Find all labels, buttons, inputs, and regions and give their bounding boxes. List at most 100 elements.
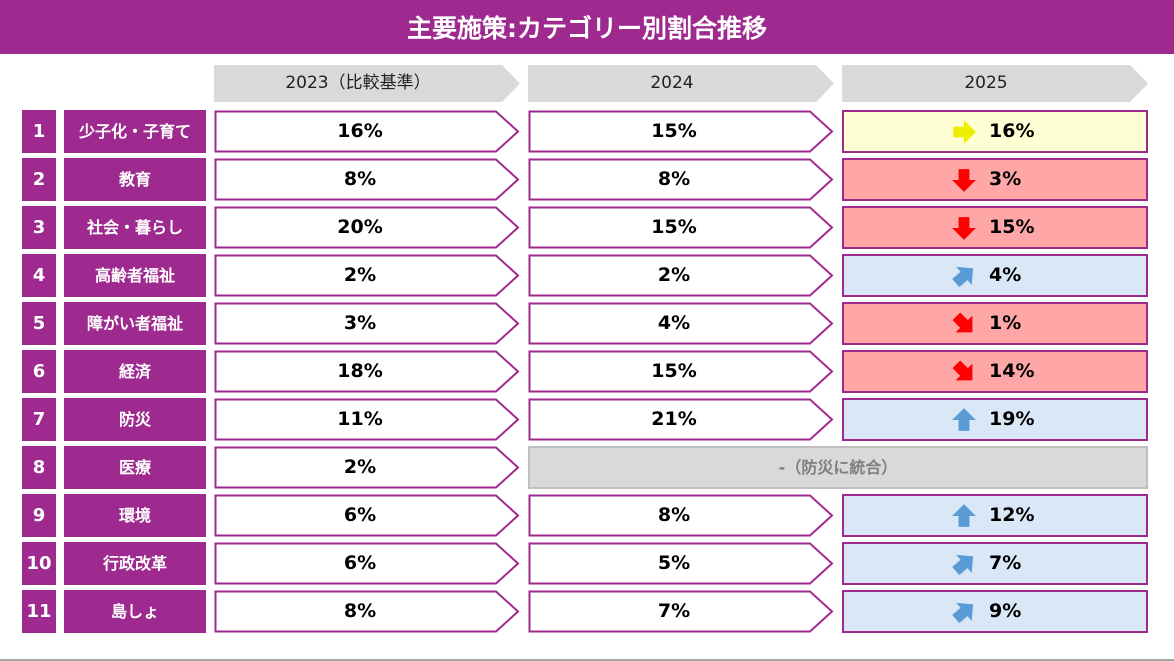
trend-arrow-up-right-icon bbox=[952, 266, 974, 287]
value-text: 12% bbox=[989, 504, 1035, 527]
row-number: 4 bbox=[22, 254, 56, 297]
row-number: 2 bbox=[22, 158, 56, 201]
trend-arrow-down-right-icon bbox=[952, 360, 973, 380]
category-table: 2023（比較基準） 2024 2025 1 少子化・子育て 16% 15% 16% 2 教育 8… bbox=[22, 65, 1174, 638]
value-2025: 19% bbox=[842, 398, 1148, 441]
value-text: 8% bbox=[657, 168, 691, 191]
value-2025: 3% bbox=[842, 158, 1148, 201]
value-2023: 6% bbox=[214, 542, 520, 585]
value-text: 15% bbox=[651, 216, 697, 239]
value-2023: 11% bbox=[214, 398, 520, 441]
value-text: 3% bbox=[989, 168, 1022, 191]
row-number: 7 bbox=[22, 398, 56, 441]
column-header: 2023（比較基準） bbox=[214, 65, 520, 102]
row-number: 3 bbox=[22, 206, 56, 249]
column-header-label: 2023（比較基準） bbox=[285, 73, 431, 94]
value-2023: 2% bbox=[214, 446, 520, 489]
value-2024: 7% bbox=[528, 590, 834, 633]
value-2023: 18% bbox=[214, 350, 520, 393]
value-text: 16% bbox=[989, 120, 1035, 143]
value-text: 3% bbox=[343, 312, 377, 335]
category-label: 防災 bbox=[64, 398, 206, 441]
value-2023: 20% bbox=[214, 206, 520, 249]
value-2025: 12% bbox=[842, 494, 1148, 537]
value-2024: 15% bbox=[528, 206, 834, 249]
trend-arrow-down-icon bbox=[952, 168, 976, 192]
column-header: 2025 bbox=[842, 65, 1148, 102]
trend-arrow-flat-icon bbox=[953, 119, 976, 144]
column-header-label: 2024 bbox=[650, 73, 694, 94]
category-label: 医療 bbox=[64, 446, 206, 489]
value-text: 5% bbox=[657, 552, 691, 575]
trend-arrow-down-right-icon bbox=[952, 312, 973, 332]
value-text: 18% bbox=[337, 360, 383, 383]
column-header-label: 2025 bbox=[964, 73, 1008, 94]
value-text: 14% bbox=[989, 360, 1035, 383]
value-2023: 8% bbox=[214, 158, 520, 201]
value-2025: 15% bbox=[842, 206, 1148, 249]
value-text: 6% bbox=[343, 552, 377, 575]
merged-note: -（防災に統合） bbox=[528, 446, 1148, 489]
value-text: 6% bbox=[343, 504, 377, 527]
category-label: 高齢者福祉 bbox=[64, 254, 206, 297]
value-text: 19% bbox=[989, 408, 1035, 431]
category-label: 環境 bbox=[64, 494, 206, 537]
row-number: 10 bbox=[22, 542, 56, 585]
value-2023: 8% bbox=[214, 590, 520, 633]
row-number: 8 bbox=[22, 446, 56, 489]
value-text: 7% bbox=[657, 600, 691, 623]
value-2025: 4% bbox=[842, 254, 1148, 297]
value-2024: 15% bbox=[528, 350, 834, 393]
value-text: 7% bbox=[989, 552, 1022, 575]
value-text: 9% bbox=[989, 600, 1022, 623]
trend-arrow-up-right-icon bbox=[952, 554, 974, 575]
trend-arrow-up-icon bbox=[952, 503, 976, 527]
row-number: 11 bbox=[22, 590, 56, 633]
value-text: 15% bbox=[989, 216, 1035, 239]
row-number: 6 bbox=[22, 350, 56, 393]
category-label: 経済 bbox=[64, 350, 206, 393]
trend-arrow-up-icon bbox=[952, 407, 976, 431]
column-header: 2024 bbox=[528, 65, 834, 102]
value-2025: 7% bbox=[842, 542, 1148, 585]
category-label: 社会・暮らし bbox=[64, 206, 206, 249]
value-text: 8% bbox=[343, 600, 377, 623]
page-title: 主要施策:カテゴリー別割合推移 bbox=[0, 0, 1174, 54]
category-label: 行政改革 bbox=[64, 542, 206, 585]
value-2023: 3% bbox=[214, 302, 520, 345]
value-2024: 15% bbox=[528, 110, 834, 153]
value-text: 11% bbox=[337, 408, 383, 431]
value-2024: 4% bbox=[528, 302, 834, 345]
value-text: 2% bbox=[343, 264, 377, 287]
value-2024: 8% bbox=[528, 494, 834, 537]
row-number: 1 bbox=[22, 110, 56, 153]
value-2025: 9% bbox=[842, 590, 1148, 633]
value-text: 1% bbox=[989, 312, 1022, 335]
category-label: 島しょ bbox=[64, 590, 206, 633]
trend-arrow-down-icon bbox=[952, 216, 976, 240]
value-text: 4% bbox=[989, 264, 1022, 287]
value-text: 8% bbox=[657, 504, 691, 527]
value-2025: 1% bbox=[842, 302, 1148, 345]
category-label: 少子化・子育て bbox=[64, 110, 206, 153]
value-text: 2% bbox=[657, 264, 691, 287]
value-2024: 8% bbox=[528, 158, 834, 201]
value-text: 2% bbox=[343, 456, 377, 479]
value-text: 15% bbox=[651, 360, 697, 383]
value-2024: 2% bbox=[528, 254, 834, 297]
value-text: 15% bbox=[651, 120, 697, 143]
value-2023: 6% bbox=[214, 494, 520, 537]
row-number: 9 bbox=[22, 494, 56, 537]
trend-arrow-up-right-icon bbox=[952, 602, 974, 623]
value-text: 16% bbox=[337, 120, 383, 143]
row-number: 5 bbox=[22, 302, 56, 345]
value-2023: 16% bbox=[214, 110, 520, 153]
value-text: 4% bbox=[657, 312, 691, 335]
value-2025: 16% bbox=[842, 110, 1148, 153]
value-2024: 21% bbox=[528, 398, 834, 441]
category-label: 障がい者福祉 bbox=[64, 302, 206, 345]
value-2024: 5% bbox=[528, 542, 834, 585]
category-label: 教育 bbox=[64, 158, 206, 201]
value-2023: 2% bbox=[214, 254, 520, 297]
